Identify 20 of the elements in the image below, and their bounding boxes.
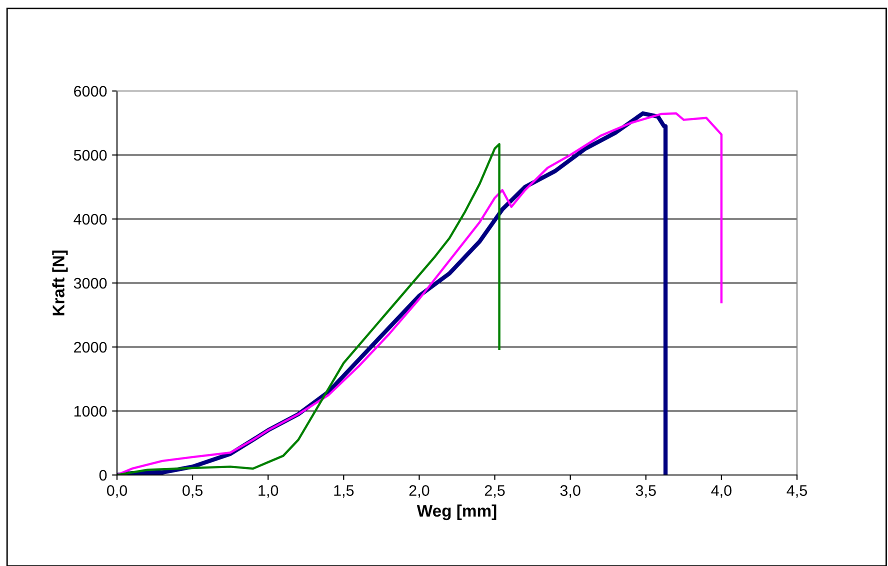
x-axis-title: Weg [mm] [416, 504, 496, 520]
y-tick-label: 4000 [74, 214, 107, 225]
x-tick-label: 4,0 [711, 485, 732, 498]
x-tick-label: 3,0 [560, 485, 580, 498]
y-tick-label: 5000 [74, 150, 107, 161]
x-tick-label: 1,0 [258, 485, 278, 498]
x-tick-label: 1,5 [334, 485, 354, 498]
x-tick-label: 4,5 [786, 485, 807, 498]
line-series [117, 143, 500, 475]
x-tick-label: 0,0 [106, 485, 128, 498]
x-tick-label: 0,5 [182, 485, 203, 498]
y-tick-label: 6000 [74, 86, 107, 97]
x-tick-label: 3,5 [636, 485, 656, 498]
x-tick-label: 2,0 [409, 485, 430, 498]
y-tick-label: 1000 [74, 406, 107, 417]
y-tick-label: 0 [99, 470, 107, 481]
y-tick-label: 3000 [74, 278, 107, 289]
x-tick-label: 2,5 [484, 485, 505, 498]
y-tick-label: 2000 [74, 342, 107, 353]
y-axis-title: Kraft [N] [52, 250, 68, 316]
